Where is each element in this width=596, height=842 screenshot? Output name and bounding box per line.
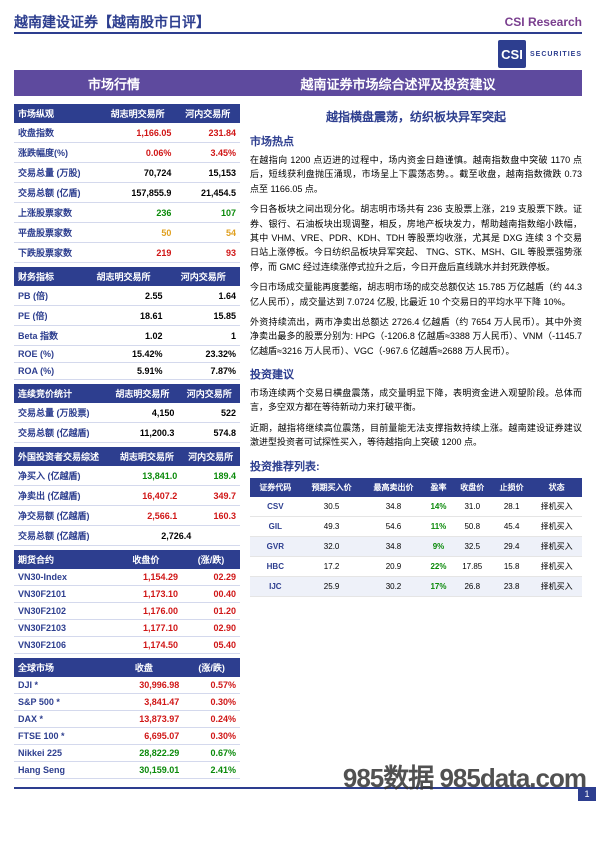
band-right: 越南证券市场综合述评及投资建议 — [214, 74, 582, 93]
futures-table: 期货合约收盘价(涨/跌)VN30-Index1,154.2902.29VN30F… — [14, 550, 240, 654]
section-band: 市场行情 越南证券市场综合述评及投资建议 — [14, 70, 582, 96]
recommendation-table: 证券代码预期买入价最高卖出价盈率收盘价止损价状态CSV30.534.814%31… — [250, 478, 582, 597]
market-overview-table: 市场纵观胡志明交易所河内交易所收盘指数1,166.05231.84涨跌幅度(%)… — [14, 104, 240, 263]
auction-table: 连续竞价统计胡志明交易所河内交易所交易总量 (万股票)4,150522交易总额 … — [14, 384, 240, 443]
paragraph: 今日市场成交量能再度萎缩，胡志明市场的成交总额仅达 15.785 万亿越盾（约 … — [250, 280, 582, 309]
band-left: 市场行情 — [14, 74, 214, 93]
logo-sub: SECURITIES — [530, 51, 582, 58]
section-title-hot: 市场热点 — [250, 133, 582, 149]
paragraph: 今日各板块之间出现分化。胡志明市场共有 236 支股票上涨，219 支股票下跌。… — [250, 202, 582, 274]
section-title-rec: 投资推荐列表: — [250, 458, 582, 474]
logo-icon: CSI — [498, 40, 526, 68]
main-headline: 越指横盘震荡，纺织板块异军突起 — [250, 108, 582, 125]
global-table: 全球市场收盘(涨/跌)DJI *30,996.980.57%S&P 500 *3… — [14, 658, 240, 779]
watermark: 985数据 985data.com — [343, 758, 586, 795]
paragraph: 近期，越指将继续高位震荡，目前量能无法支撑指数持续上涨。越南建设证券建议激进型投… — [250, 421, 582, 450]
page-number: 1 — [578, 787, 596, 801]
paragraph: 外资持续流出，两市净卖出总额达 2726.4 亿越盾（约 7654 万人民币）。… — [250, 315, 582, 358]
paragraph: 在越指向 1200 点迈进的过程中，场内资金日趋谨慎。越南指数盘中突破 1170… — [250, 153, 582, 196]
section-title-advice: 投资建议 — [250, 366, 582, 382]
logo: CSI SECURITIES — [498, 40, 582, 68]
foreign-table: 外国投资者交易综述胡志明交易所河内交易所净买入 (亿越盾)13,841.0189… — [14, 447, 240, 546]
brand-label: CSI Research — [505, 15, 582, 29]
page-title: 越南建设证券【越南股市日评】 — [14, 12, 210, 32]
paragraph: 市场连续两个交易日横盘震荡，成交量明显下降，表明资金进入观望阶段。总体而言，多空… — [250, 386, 582, 415]
financials-table: 财务指标胡志明交易所河内交易所PB (倍)2.551.64PE (倍)18.61… — [14, 267, 240, 380]
